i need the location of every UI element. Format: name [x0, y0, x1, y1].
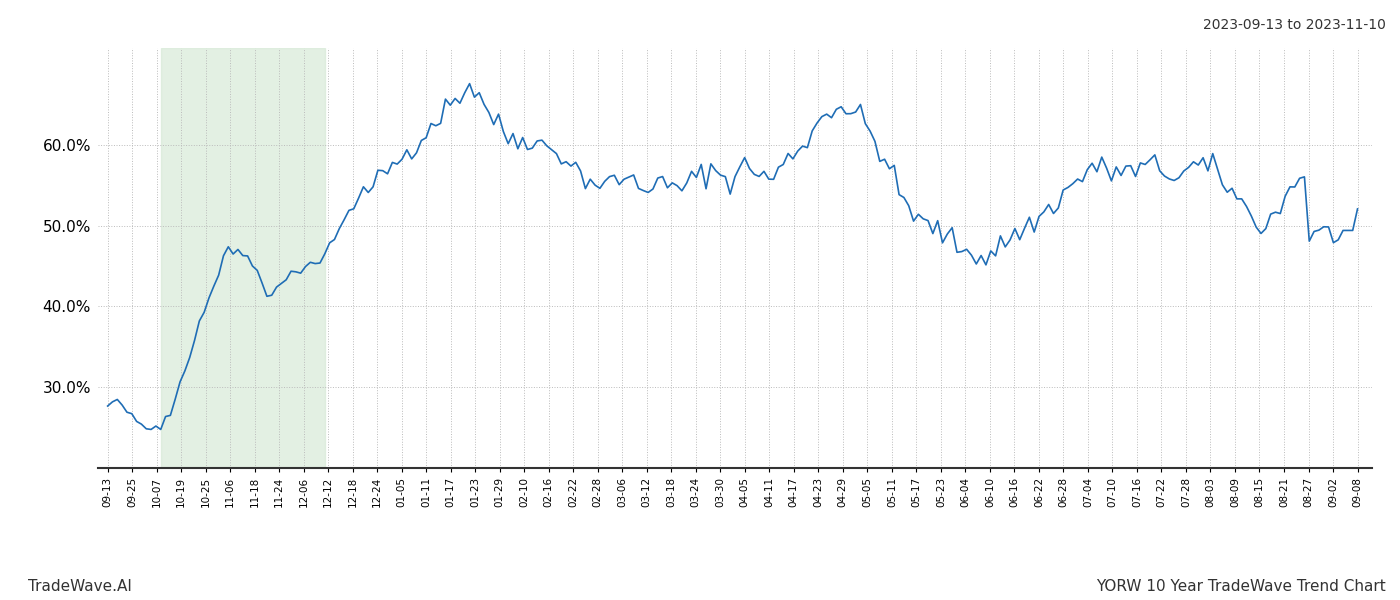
Text: YORW 10 Year TradeWave Trend Chart: YORW 10 Year TradeWave Trend Chart: [1096, 579, 1386, 594]
Text: TradeWave.AI: TradeWave.AI: [28, 579, 132, 594]
Bar: [161, 48, 325, 468]
Text: 2023-09-13 to 2023-11-10: 2023-09-13 to 2023-11-10: [1203, 18, 1386, 32]
